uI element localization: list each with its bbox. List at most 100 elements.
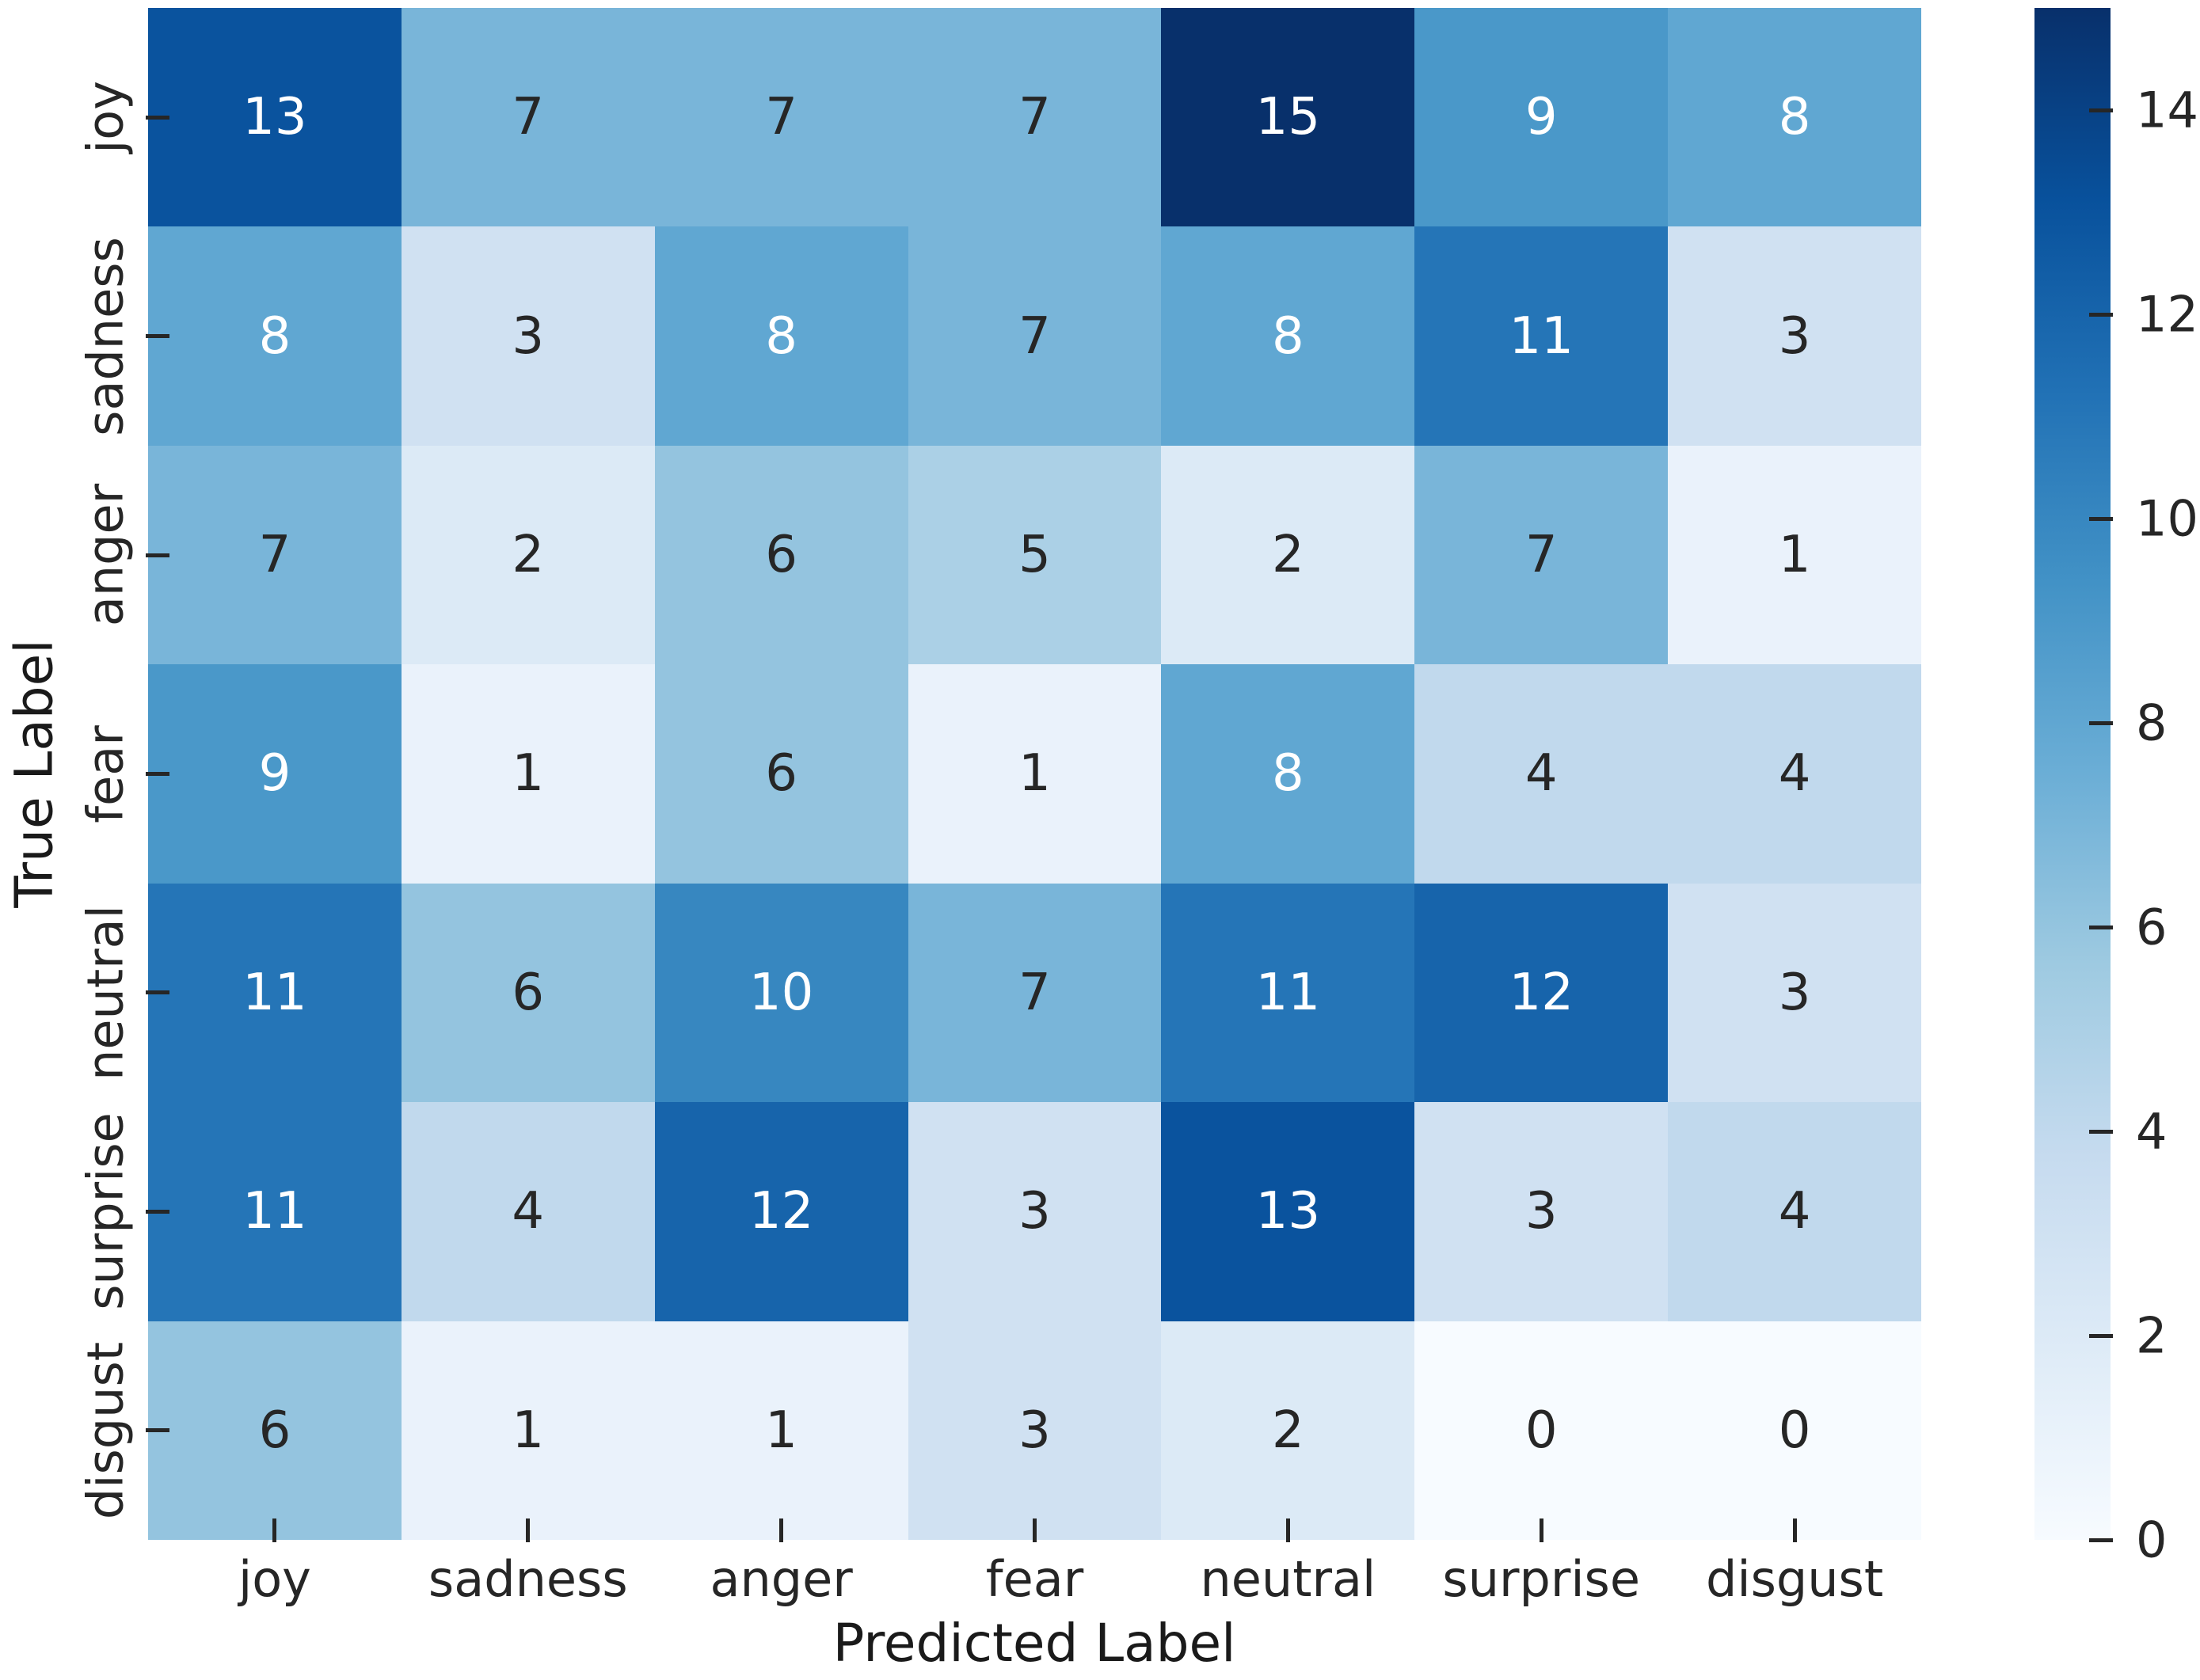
cell-value: 9 <box>1524 88 1558 147</box>
heatmap-cell: 11 <box>1161 883 1415 1103</box>
colorbar-tick-mark <box>2089 516 2113 521</box>
colorbar-tick-label: 10 <box>2136 489 2198 548</box>
heatmap-cell: 6 <box>654 664 908 884</box>
heatmap-cell: 15 <box>1161 8 1415 227</box>
y-tick-mark <box>146 553 169 557</box>
heatmap-cell: 1 <box>401 664 655 884</box>
cell-value: 11 <box>242 963 307 1022</box>
cell-value: 11 <box>1509 306 1574 366</box>
cell-value: 1 <box>1778 526 1811 585</box>
cell-value: 0 <box>1524 1401 1558 1460</box>
y-tick-mark <box>146 772 169 776</box>
x-tick-label: anger <box>710 1550 853 1608</box>
heatmap-cell: 7 <box>401 8 655 227</box>
heatmap-cell: 12 <box>1414 883 1669 1103</box>
heatmap-cell: 8 <box>654 226 908 446</box>
heatmap-cell: 0 <box>1414 1321 1669 1540</box>
cell-value: 4 <box>1524 744 1558 804</box>
cell-value: 7 <box>1018 306 1051 366</box>
cell-value: 1 <box>512 1401 545 1460</box>
heatmap-cell: 3 <box>1414 1102 1669 1321</box>
heatmap-cell: 13 <box>148 8 402 227</box>
cell-value: 8 <box>1271 744 1304 804</box>
cell-value: 3 <box>1524 1182 1558 1241</box>
heatmap-cell: 4 <box>1668 664 1921 884</box>
heatmap-cell: 13 <box>1161 1102 1415 1321</box>
heatmap-cell: 9 <box>1414 8 1669 227</box>
x-tick-mark <box>526 1518 531 1542</box>
y-tick-label: anger <box>76 483 135 627</box>
x-tick-label: joy <box>238 1550 311 1608</box>
x-tick-mark <box>1285 1518 1290 1542</box>
heatmap-cell: 9 <box>148 664 402 884</box>
heatmap-cell: 8 <box>1161 664 1415 884</box>
heatmap-cell: 6 <box>654 445 908 665</box>
heatmap-cell: 3 <box>908 1102 1162 1321</box>
cell-value: 6 <box>258 1401 291 1460</box>
heatmap-cell: 7 <box>148 445 402 665</box>
heatmap-cell: 7 <box>908 226 1162 446</box>
cell-value: 7 <box>1018 88 1051 147</box>
cell-value: 4 <box>1778 1182 1811 1241</box>
x-tick-label: disgust <box>1705 1550 1884 1608</box>
heatmap-cell: 8 <box>148 226 402 446</box>
cell-value: 10 <box>748 963 814 1022</box>
heatmap-cell: 6 <box>401 883 655 1103</box>
colorbar-tick-mark <box>2089 720 2113 725</box>
y-tick-mark <box>146 1428 169 1433</box>
heatmap-cell: 7 <box>908 883 1162 1103</box>
cell-value: 1 <box>1018 744 1051 804</box>
x-tick-mark <box>1539 1518 1543 1542</box>
cell-value: 7 <box>512 88 545 147</box>
cell-value: 8 <box>1778 88 1811 147</box>
colorbar-tick-mark <box>2089 1537 2113 1542</box>
heatmap-cell: 6 <box>148 1321 402 1540</box>
heatmap-cell: 1 <box>1668 445 1921 665</box>
heatmap-cell: 5 <box>908 445 1162 665</box>
colorbar-tick-label: 14 <box>2136 81 2198 139</box>
cell-value: 3 <box>512 306 545 366</box>
x-tick-mark <box>779 1518 784 1542</box>
y-tick-mark <box>146 990 169 995</box>
colorbar-tick-label: 6 <box>2136 898 2168 956</box>
colorbar-tick-label: 0 <box>2136 1511 2168 1569</box>
cell-value: 7 <box>258 526 291 585</box>
colorbar-tick-label: 4 <box>2136 1102 2168 1161</box>
heatmap-cell: 0 <box>1668 1321 1921 1540</box>
y-tick-label: sadness <box>76 236 135 436</box>
x-tick-mark <box>1033 1518 1037 1542</box>
x-tick-label: surprise <box>1442 1550 1641 1608</box>
cell-value: 12 <box>1509 963 1574 1022</box>
y-tick-mark <box>146 115 169 120</box>
heatmap-cell: 11 <box>148 883 402 1103</box>
cell-value: 7 <box>765 88 797 147</box>
cell-value: 6 <box>765 526 797 585</box>
y-tick-label: fear <box>76 724 135 823</box>
colorbar-tick-mark <box>2089 1333 2113 1338</box>
x-tick-label: neutral <box>1200 1550 1376 1608</box>
cell-value: 13 <box>1255 1182 1321 1241</box>
heatmap-cell: 7 <box>654 8 908 227</box>
colorbar-tick-mark <box>2089 312 2113 317</box>
cell-value: 8 <box>765 306 797 366</box>
colorbar-tick-mark <box>2089 1129 2113 1134</box>
x-tick-label: sadness <box>428 1550 628 1608</box>
heatmap-cell: 4 <box>1414 664 1669 884</box>
heatmap-cell: 1 <box>908 664 1162 884</box>
heatmap-cell: 7 <box>908 8 1162 227</box>
heatmap-cell: 4 <box>401 1102 655 1321</box>
y-tick-label: surprise <box>76 1112 135 1311</box>
cell-value: 4 <box>512 1182 545 1241</box>
colorbar-tick-label: 2 <box>2136 1306 2168 1365</box>
heatmap-cell: 8 <box>1161 226 1415 446</box>
y-tick-mark <box>146 334 169 339</box>
heatmap-grid: 13 7 7 7 15 9 8 8 3 8 7 8 11 3 7 2 6 5 2 7 1 9 1 6 1 8 4 4 11 6 10 7 11 1… <box>148 8 1921 1540</box>
colorbar <box>2034 8 2111 1540</box>
heatmap-cell: 2 <box>1161 1321 1415 1540</box>
heatmap-cell: 3 <box>908 1321 1162 1540</box>
heatmap-cell: 7 <box>1414 445 1669 665</box>
heatmap-cell: 8 <box>1668 8 1921 227</box>
cell-value: 2 <box>512 526 545 585</box>
cell-value: 1 <box>512 744 545 804</box>
